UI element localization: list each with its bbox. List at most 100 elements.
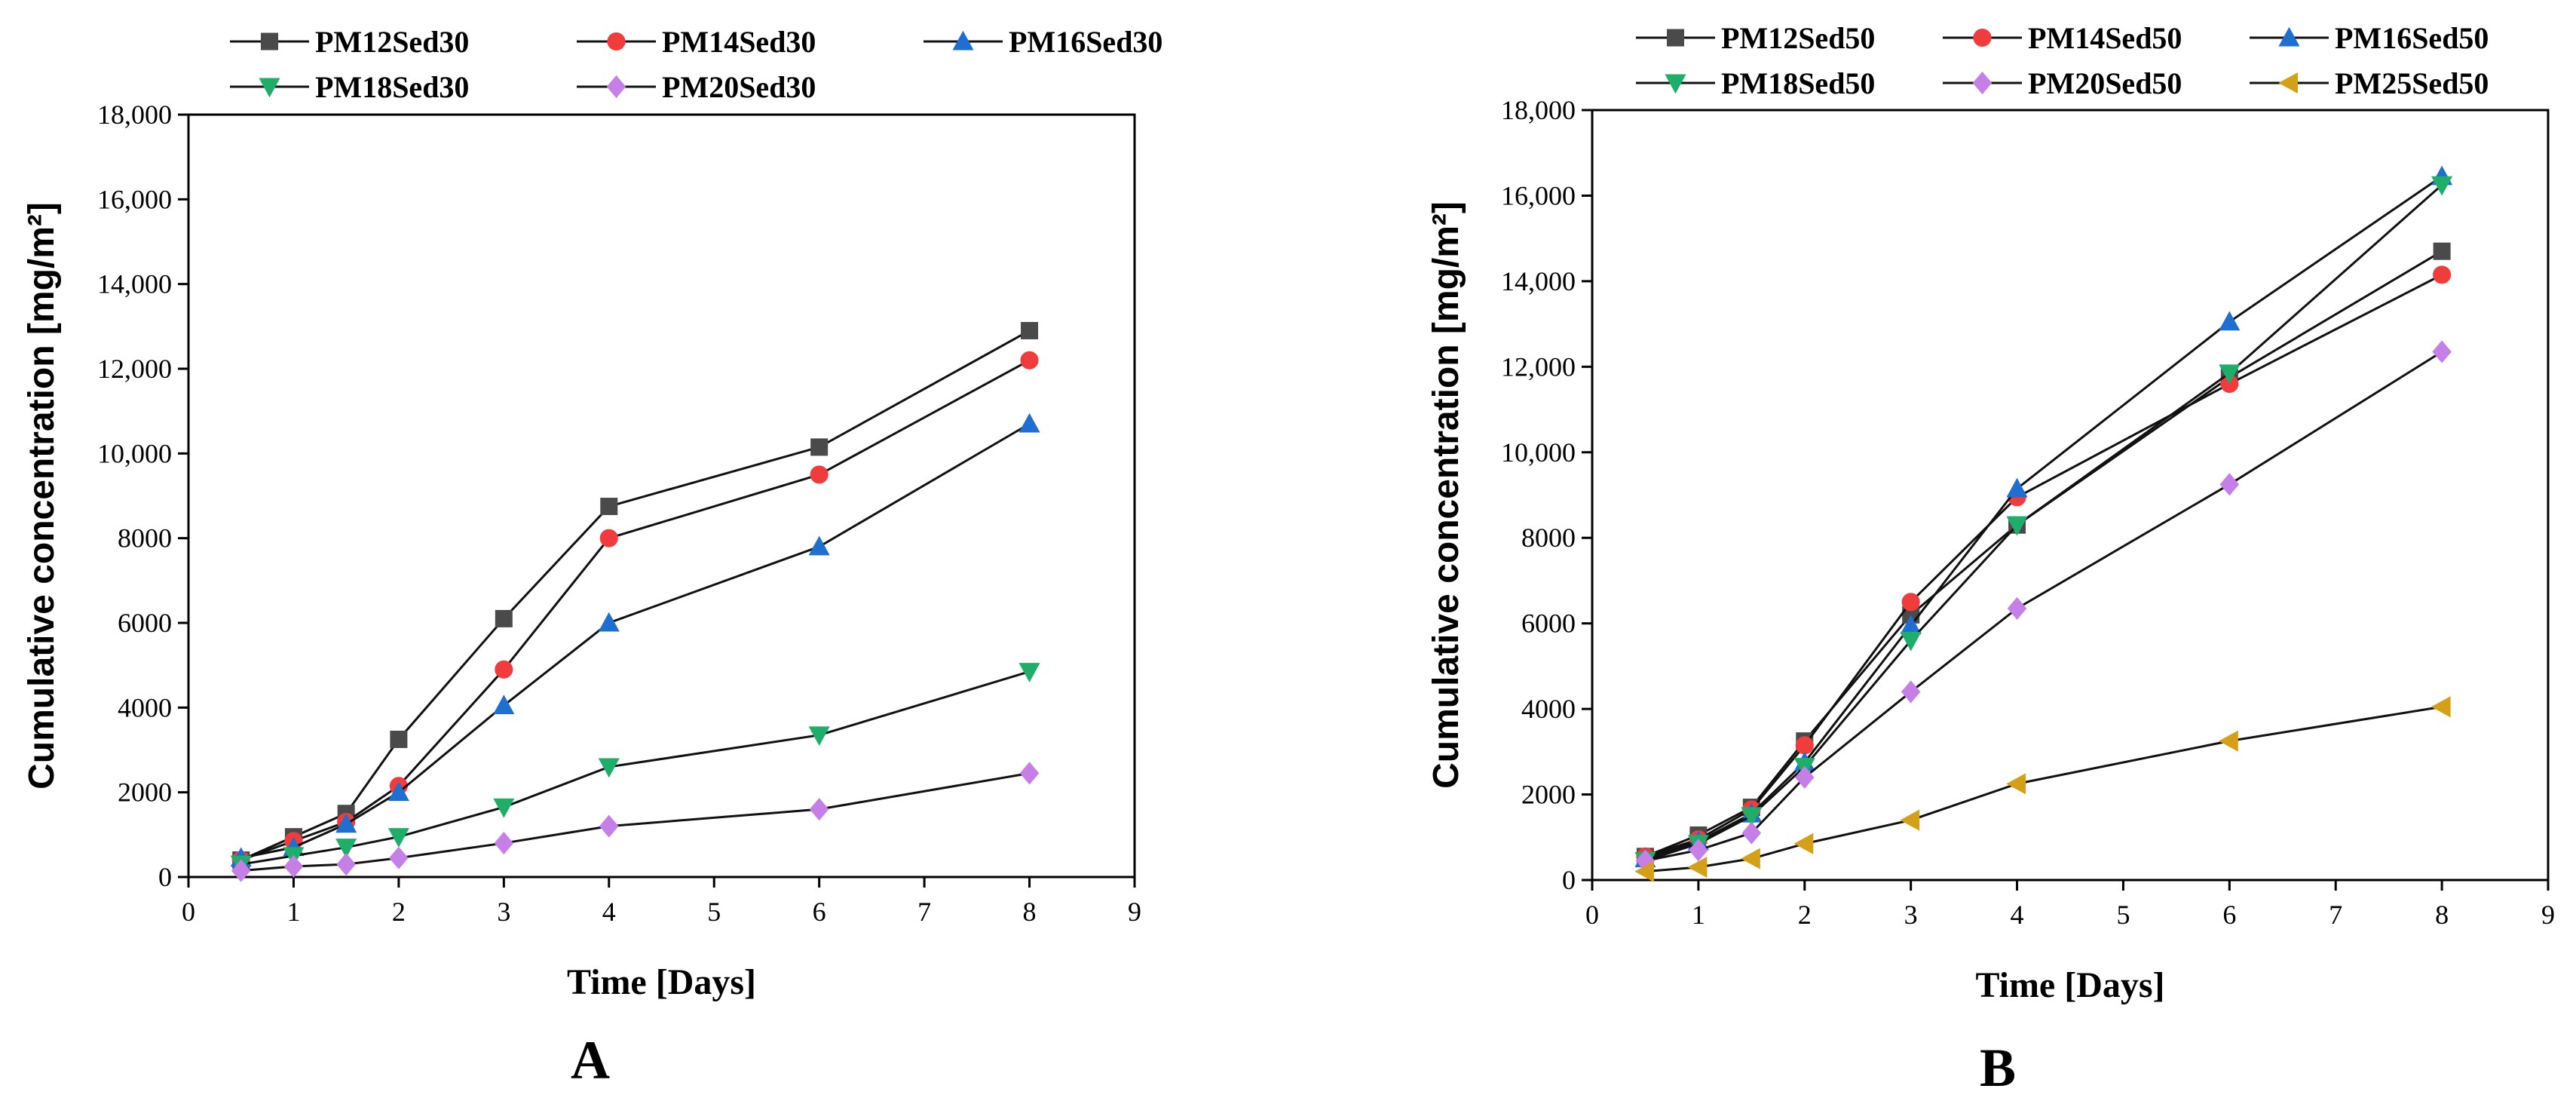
y-tick-label: 18,000 <box>97 100 172 130</box>
legend-item: PM14Sed50 <box>1943 21 2182 55</box>
data-point <box>1019 762 1040 785</box>
y-tick-label: 6000 <box>1521 609 1576 639</box>
series-line <box>1644 175 2443 860</box>
data-point <box>810 438 829 456</box>
x-tick-label: 3 <box>1904 900 1918 930</box>
x-tick-label: 2 <box>392 897 406 927</box>
legend-marker <box>1973 28 1992 48</box>
data-point <box>389 846 409 869</box>
data-point <box>1634 860 1654 882</box>
series-pm16sed30 <box>230 412 1040 867</box>
x-tick-label: 5 <box>2116 900 2130 930</box>
legend-marker <box>1665 74 1686 94</box>
series-line <box>240 670 1030 866</box>
x-axis-title: Time [Days] <box>1975 965 2164 1005</box>
data-point <box>283 854 304 879</box>
plot-frame <box>1591 109 2550 882</box>
series-pm14sed50 <box>1636 265 2452 866</box>
y-tick-label: 10,000 <box>97 438 172 468</box>
legend-label: PM18Sed30 <box>315 70 469 104</box>
y-tick-label: 4000 <box>1521 694 1576 724</box>
y-axis-title: Cumulative concentration [mg/m²] <box>22 202 62 790</box>
data-point <box>1018 412 1040 433</box>
chart-panel-a: 0 1 2 3 4 5 6 7 8 9 0 2000 4000 6000 8000 10,000 12,000 1… <box>22 25 1162 1090</box>
legend-marker <box>259 78 280 98</box>
series-pm14sed30 <box>231 351 1039 869</box>
data-point <box>336 853 356 876</box>
y-tick-label: 8000 <box>1521 523 1576 553</box>
data-point <box>1795 765 1815 789</box>
legend: PM12Sed30 PM14Sed30 PM16Sed30 PM18Sed30 PM20… <box>230 25 1162 104</box>
series-line <box>240 422 1031 860</box>
data-point <box>495 660 513 679</box>
x-tick-label: 1 <box>1692 900 1705 930</box>
series-line <box>1644 274 2443 858</box>
y-tick-label: 18,000 <box>1501 95 1576 125</box>
legend-item: PM18Sed30 <box>230 70 469 104</box>
legend-label: PM14Sed30 <box>662 25 816 59</box>
series-pm12sed50 <box>1636 242 2451 866</box>
legend: PM12Sed50 PM14Sed50 PM16Sed50 PM18Sed50 PM20… <box>1636 21 2489 100</box>
series-line <box>240 771 1030 872</box>
data-point <box>1793 833 1814 854</box>
data-point <box>494 831 514 855</box>
x-tick-label: 3 <box>497 897 510 927</box>
legend-marker <box>1972 71 1992 95</box>
data-point <box>2219 364 2241 385</box>
data-point <box>2431 176 2453 196</box>
data-point <box>809 798 829 821</box>
data-point <box>2431 696 2451 718</box>
x-tick-label: 7 <box>2329 900 2342 930</box>
legend-marker <box>2278 26 2300 47</box>
data-point <box>335 839 357 858</box>
data-point <box>599 529 618 547</box>
y-tick-label: 16,000 <box>1501 180 1576 210</box>
series-pm18sed30 <box>230 663 1040 876</box>
data-point <box>2433 242 2451 260</box>
data-point <box>231 859 251 882</box>
legend-item: PM16Sed50 <box>2250 21 2489 55</box>
y-tick-label: 6000 <box>118 608 172 638</box>
data-point <box>493 695 515 715</box>
x-tick-label: 1 <box>286 897 300 927</box>
series-line <box>240 359 1031 861</box>
legend-item: PM14Sed30 <box>577 25 816 59</box>
data-point <box>493 798 515 818</box>
data-point <box>1741 848 1760 869</box>
y-tick-label: 10,000 <box>1501 437 1576 468</box>
data-point <box>2006 773 2026 795</box>
legend-label: PM12Sed50 <box>1721 21 1875 55</box>
x-tick-label: 5 <box>707 897 721 927</box>
data-point <box>1741 807 1763 827</box>
x-tick-label: 8 <box>2435 900 2449 930</box>
series-line <box>1644 250 2443 858</box>
legend-label: PM18Sed50 <box>1721 66 1875 100</box>
legend-label: PM14Sed50 <box>2028 21 2182 55</box>
legend-item: PM12Sed50 <box>1636 21 1875 55</box>
legend-marker <box>606 75 626 99</box>
panel-label: B <box>1980 1038 2016 1098</box>
data-point <box>495 609 513 627</box>
data-point <box>1689 839 1708 862</box>
legend-marker <box>952 30 974 51</box>
panel-label: A <box>571 1030 610 1090</box>
series-line <box>1645 351 2443 862</box>
data-point <box>2433 265 2452 284</box>
data-point <box>1020 351 1039 370</box>
data-point <box>1021 321 1039 339</box>
data-point <box>808 726 830 747</box>
data-point <box>1901 593 1920 612</box>
data-point <box>387 828 409 848</box>
data-point <box>1900 809 1920 831</box>
data-point <box>2006 516 2028 536</box>
x-tick-label: 7 <box>917 897 931 927</box>
series-pm20sed30 <box>231 762 1040 882</box>
plot-frame <box>187 113 1136 879</box>
legend-item: PM12Sed30 <box>230 25 469 59</box>
legend-label: PM20Sed50 <box>2028 66 2182 100</box>
legend-marker <box>2278 72 2298 94</box>
series-line <box>1644 184 2443 862</box>
data-point <box>810 465 829 484</box>
legend-item: PM20Sed50 <box>1943 66 2182 100</box>
data-point <box>1900 631 1922 652</box>
